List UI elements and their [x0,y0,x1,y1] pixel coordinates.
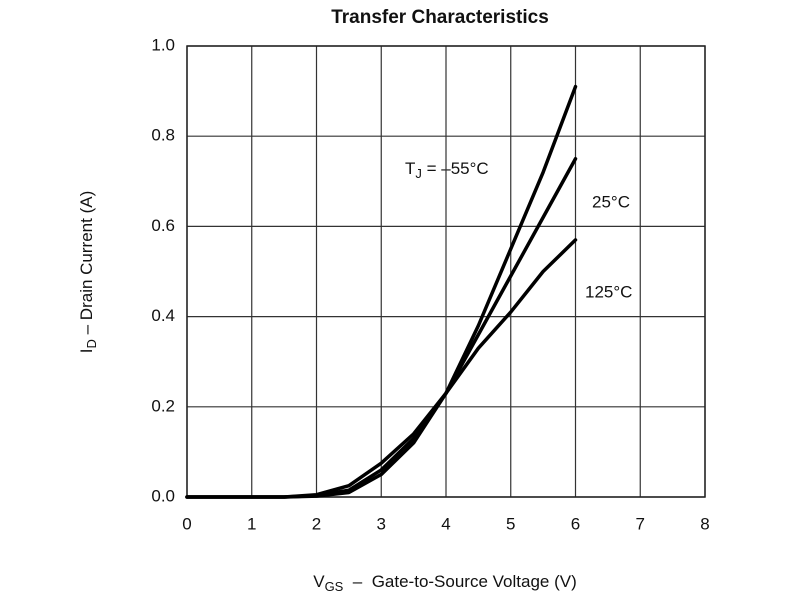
y-label-part: – Drain Current (A) [77,191,96,339]
y-tick-label: 0.4 [151,306,175,325]
y-tick-label: 0.6 [151,216,175,235]
x-tick-label: 5 [506,514,515,533]
x-tick-label: 1 [247,514,256,533]
x-label-part: – Gate-to-Source Voltage (V) [343,572,576,591]
x-tick-label: 2 [312,514,321,533]
y-tick-label: 0.0 [151,486,175,505]
series-line [185,238,578,499]
chart-title: Transfer Characteristics [331,7,549,28]
series-label: –55°C [441,159,488,178]
y-tick-label: 0.8 [151,126,175,145]
x-label-sub: GS [325,579,344,594]
series-label: 25°C [592,192,630,211]
y-axis-label: ID – Drain Current (A) [77,191,99,353]
x-tick-label: 6 [571,514,580,533]
y-tick-label: 1.0 [151,35,175,54]
y-label-part: I [77,348,96,353]
x-tick-label: 3 [377,514,386,533]
annotation-part: T [405,159,415,178]
x-tick-label: 8 [700,514,709,533]
plot-frame [186,45,706,498]
x-tick-label: 4 [441,514,450,533]
x-label-part: V [313,572,325,591]
annotation: TJ = –55°C [405,159,489,181]
x-tick-label: 0 [182,514,191,533]
x-axis-label: VGS – Gate-to-Source Voltage (V) [313,572,577,594]
y-label-sub: D [84,339,99,348]
annotation-sub: J [415,166,422,181]
y-tick-label: 0.2 [151,396,175,415]
series-label: 125°C [585,282,632,301]
x-tick-label: 7 [636,514,645,533]
annotation-part: = [422,159,441,178]
